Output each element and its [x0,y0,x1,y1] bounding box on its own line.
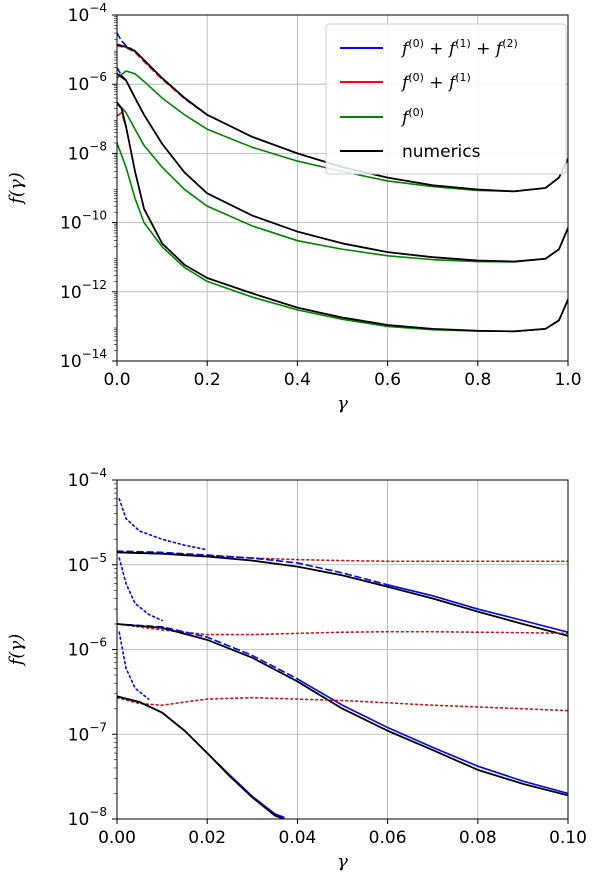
legend-label-f0-f1: f(0) + f(1) [400,71,471,93]
y-tick-label: 10−10 [60,209,107,234]
bottom-ticks: 0.00 0.02 0.04 0.06 0.08 0.10 10−8 10−7 10−6 10−5… [68,466,587,848]
curve-numerics-2 [117,623,568,797]
bottom-series [117,497,568,819]
x-tick-label: 0.0 [103,370,130,390]
y-tick-label: 10−8 [68,805,107,830]
top-y-axis-label: f(γ) [6,172,27,205]
curve-f012-1 [117,32,136,52]
curve-f012_solid-2 [296,678,568,795]
curve-dotted_red-3 [117,696,568,712]
x-tick-label: 0.06 [369,828,407,848]
top-plot-frame [116,14,569,362]
legend-label-numerics: numerics [402,142,481,162]
x-tick-label: 0.02 [188,828,226,848]
legend-label-f0: f(0) [400,106,424,128]
y-tick-label: 10−4 [68,1,107,26]
legend-box [325,23,567,175]
x-tick-label: 0.00 [98,828,136,848]
curve-numerics-3 [117,695,285,819]
top-panel: 0.0 0.2 0.4 0.6 0.8 1.0 10−14 10−12 10−10 10−8 10−… [6,1,582,414]
y-tick-label: 10−6 [68,70,107,95]
bottom-grid [116,479,569,820]
y-tick-label: 10−12 [60,278,107,303]
x-tick-label: 0.10 [549,828,587,848]
x-tick-label: 0.8 [464,370,491,390]
curve-numerics-2 [117,72,568,263]
curve-numerics-1 [117,551,568,637]
x-tick-label: 0.04 [278,828,316,848]
curve-dashed-1 [117,550,389,586]
y-tick-label: 10−7 [68,720,107,745]
curve-dotted_blue-2 [118,557,163,622]
x-tick-label: 0.2 [194,370,221,390]
bottom-y-axis-label: f(γ) [6,634,27,667]
y-tick-label: 10−14 [60,347,107,372]
top-ticks: 0.0 0.2 0.4 0.6 0.8 1.0 10−14 10−12 10−10 10−8 10−… [60,1,581,390]
y-tick-label: 10−4 [68,466,107,491]
curve-f012_solid-3 [117,695,285,819]
top-x-axis-label: γ [337,393,348,414]
bottom-x-axis-label: γ [337,851,348,872]
bottom-panel: 0.00 0.02 0.04 0.06 0.08 0.10 10−8 10−7 10−6 10−5… [6,466,587,872]
series-clip-group [117,497,568,819]
series-clip-group [117,32,568,333]
x-tick-label: 1.0 [554,370,581,390]
x-tick-label: 0.6 [374,370,401,390]
curve-f012_solid-1 [386,583,568,634]
y-tick-label: 10−8 [68,139,107,164]
x-tick-label: 0.08 [459,828,497,848]
legend-label-f0-f1-f2: f(0) + f(1) + f(2) [400,37,518,59]
curve-dotted_blue-1 [118,497,208,551]
curve-numerics-3 [117,102,568,333]
y-tick-label: 10−6 [68,636,107,661]
curve-numerics-1 [117,43,568,193]
curve-dotted_blue-3 [118,631,150,700]
top-series [117,32,568,333]
legend: f(0) + f(1) + f(2) f(0) + f(1) f(0) nume… [325,23,567,175]
x-tick-label: 0.4 [284,370,311,390]
y-tick-label: 10−5 [68,551,107,576]
curve-dotted_red-1 [117,551,568,563]
